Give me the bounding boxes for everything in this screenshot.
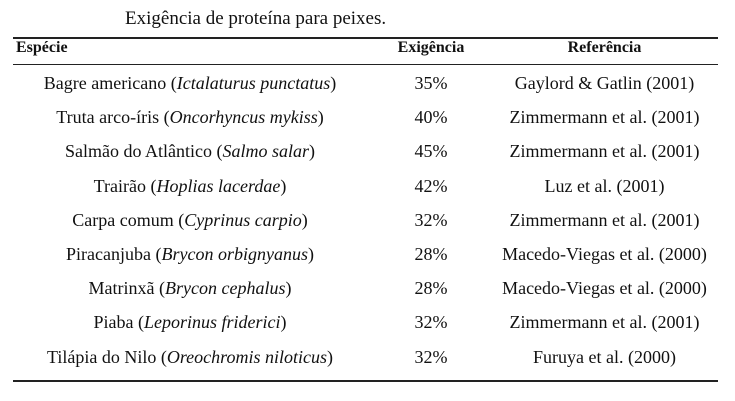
scientific-name: Oreochromis niloticus [166, 346, 327, 367]
scientific-name: Salmo salar [222, 141, 309, 162]
reference-cell: Zimmermann et al. (2001) [509, 209, 700, 230]
table-row: Bagre americano (Ictalaturus punctatus) … [0, 67, 735, 101]
species-cell: Tilápia do Nilo (Oreochromis niloticus) [46, 346, 333, 367]
header-species: Espécie [16, 39, 68, 56]
reference-cell: Macedo-Viegas et al. (2000) [502, 243, 707, 264]
reference-cell: Furuya et al. (2000) [533, 346, 676, 367]
common-name: Trairão [93, 175, 147, 196]
table-row: Carpa comum (Cyprinus carpio) 32% Zimmer… [0, 204, 735, 238]
table-row: Salmão do Atlântico (Salmo salar) 45% Zi… [0, 135, 735, 169]
species-cell: Carpa comum (Cyprinus carpio) [72, 209, 308, 230]
requirement-cell: 28% [414, 243, 448, 264]
scientific-name: Brycon orbignyanus [161, 243, 308, 264]
table-row: Piaba (Leporinus friderici) 32% Zimmerma… [0, 306, 735, 340]
table-row: Trairão (Hoplias lacerdae) 42% Luz et al… [0, 170, 735, 204]
table-top-rule [13, 37, 718, 39]
reference-cell: Zimmermann et al. (2001) [509, 141, 700, 162]
species-cell: Trairão (Hoplias lacerdae) [93, 175, 287, 196]
header-rule [13, 64, 718, 65]
common-name: Salmão do Atlântico [65, 141, 212, 162]
common-name: Carpa comum [72, 209, 174, 230]
reference-cell: Macedo-Viegas et al. (2000) [502, 278, 707, 299]
reference-cell: Gaylord & Gatlin (2001) [514, 73, 695, 93]
species-cell: Piracanjuba (Brycon orbignyanus) [66, 243, 314, 264]
table-row: Tilápia do Nilo (Oreochromis niloticus) … [0, 341, 735, 375]
table-row: Truta arco-íris (Oncorhyncus mykiss) 40%… [0, 101, 735, 135]
common-name: Piracanjuba [66, 243, 151, 264]
species-cell: Bagre americano (Ictalaturus punctatus) [43, 73, 337, 93]
scientific-name: Leporinus friderici [143, 312, 281, 333]
scientific-name: Ictalaturus punctatus [176, 73, 331, 93]
requirement-cell: 45% [414, 141, 448, 162]
table-row: Matrinxã (Brycon cephalus) 28% Macedo-Vi… [0, 272, 735, 306]
common-name: Piaba [93, 312, 134, 333]
header-requirement: Exigência [397, 39, 465, 56]
scientific-name: Cyprinus carpio [184, 209, 302, 230]
common-name: Truta arco-íris [56, 107, 160, 128]
species-cell: Truta arco-íris (Oncorhyncus mykiss) [56, 107, 324, 128]
common-name: Matrinxã [88, 278, 155, 299]
header-reference: Referência [567, 39, 642, 56]
table-bottom-rule [13, 380, 718, 382]
requirement-cell: 42% [414, 175, 448, 196]
scientific-name: Oncorhyncus mykiss [169, 107, 318, 128]
reference-cell: Zimmermann et al. (2001) [509, 107, 700, 128]
common-name: Tilápia do Nilo [46, 346, 157, 367]
scientific-name: Hoplias lacerdae [156, 175, 281, 196]
table-caption: Exigência de proteína para peixes. [125, 8, 387, 29]
common-name: Bagre americano [43, 73, 167, 93]
requirement-cell: 32% [414, 209, 448, 230]
reference-cell: Zimmermann et al. (2001) [509, 312, 700, 333]
requirement-cell: 28% [414, 278, 448, 299]
requirement-cell: 35% [414, 73, 448, 93]
table-row: Piracanjuba (Brycon orbignyanus) 28% Mac… [0, 238, 735, 272]
scientific-name: Brycon cephalus [165, 278, 286, 299]
requirement-cell: 32% [414, 312, 448, 333]
reference-cell: Luz et al. (2001) [544, 175, 665, 196]
requirement-cell: 40% [414, 107, 448, 128]
table-body: Bagre americano (Ictalaturus punctatus) … [0, 67, 735, 375]
requirement-cell: 32% [414, 346, 448, 367]
species-cell: Salmão do Atlântico (Salmo salar) [65, 141, 315, 162]
species-cell: Piaba (Leporinus friderici) [93, 312, 287, 333]
species-cell: Matrinxã (Brycon cephalus) [88, 278, 292, 299]
